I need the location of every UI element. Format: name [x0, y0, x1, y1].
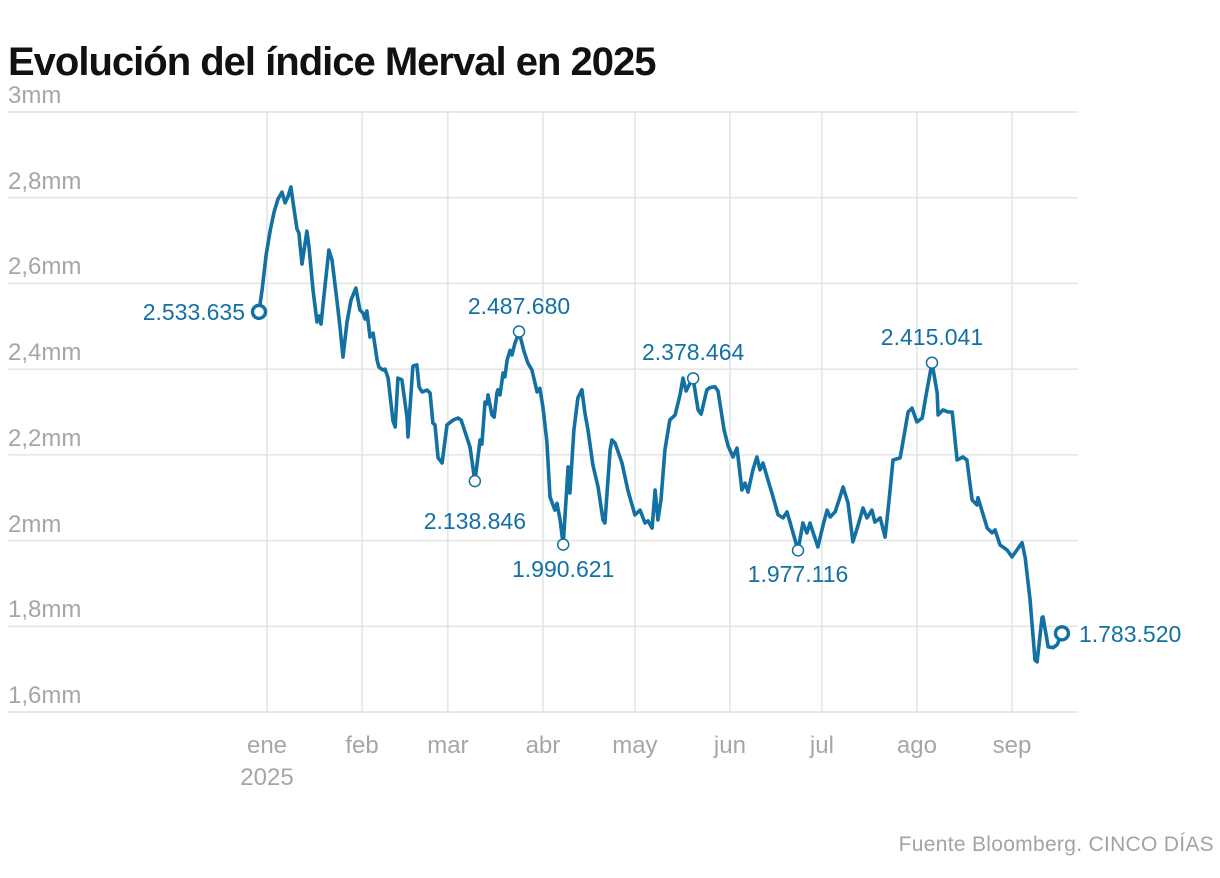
- source-credit: Fuente Bloomberg. CINCO DÍAS: [898, 833, 1214, 856]
- data-point-marker[interactable]: [925, 356, 939, 369]
- chart-title: Evolución del índice Merval en 2025: [8, 39, 656, 84]
- data-point-marker[interactable]: [512, 325, 526, 338]
- merval-series-line[interactable]: [257, 185, 1064, 664]
- data-point-marker[interactable]: [791, 544, 805, 557]
- data-point-marker[interactable]: [250, 303, 268, 321]
- data-point-marker[interactable]: [468, 474, 482, 488]
- data-point-marker[interactable]: [556, 538, 570, 551]
- data-point-marker[interactable]: [1053, 625, 1071, 642]
- data-point-marker[interactable]: [686, 372, 700, 385]
